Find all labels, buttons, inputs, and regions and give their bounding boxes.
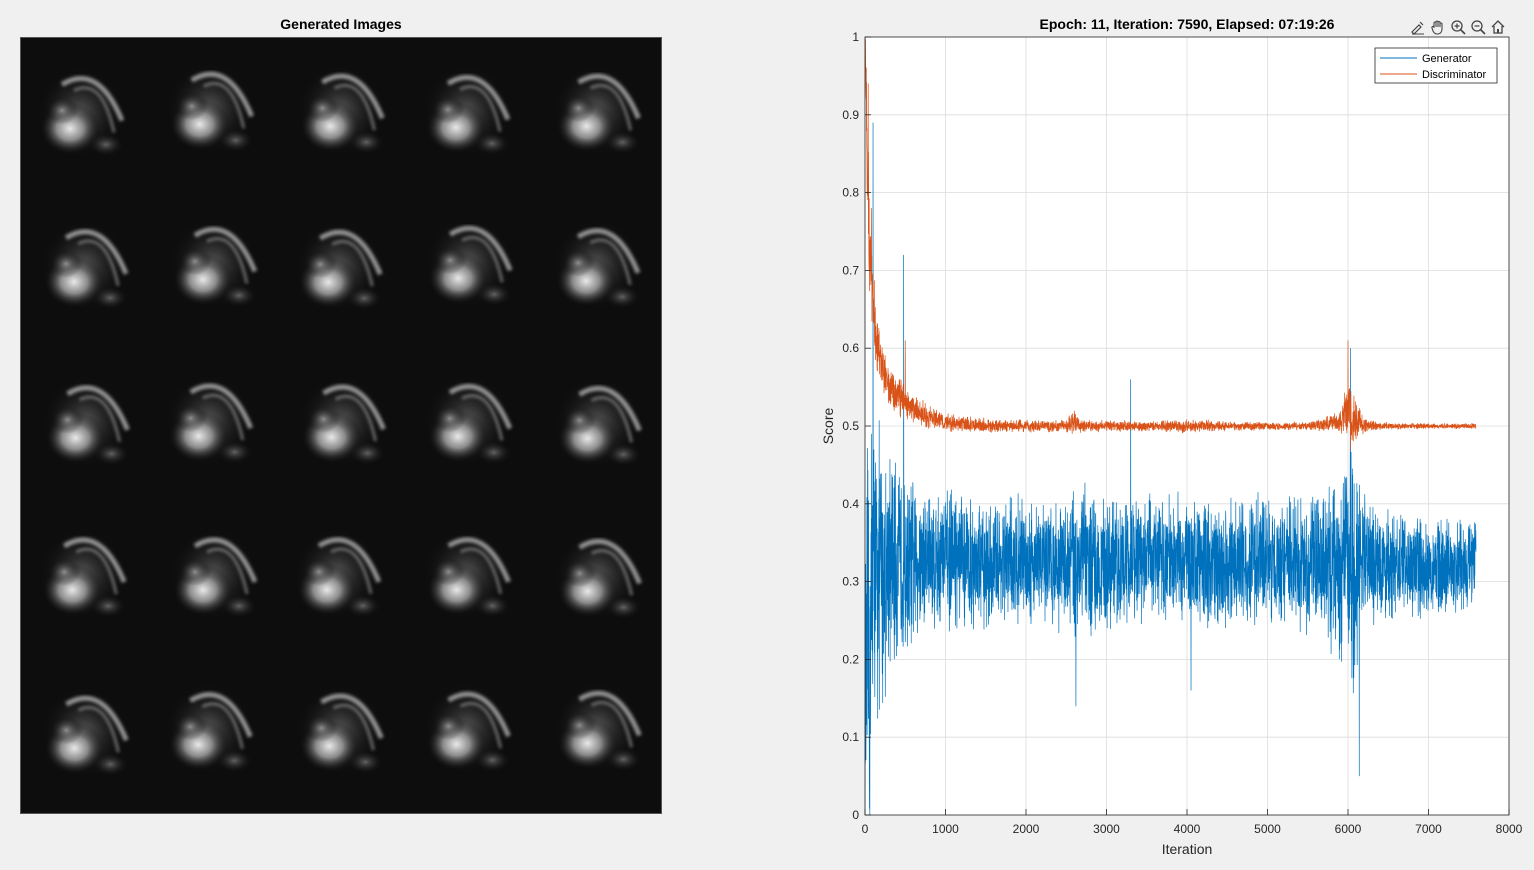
pan-hand-icon xyxy=(1430,19,1443,35)
generated-image xyxy=(277,193,405,348)
generated-image-tile xyxy=(405,348,533,503)
series-line-discriminator xyxy=(865,37,1477,450)
generated-image-tile xyxy=(149,658,277,813)
generated-image-tile xyxy=(405,38,533,193)
generated-image xyxy=(149,658,277,813)
x-tick-label: 0 xyxy=(862,822,869,836)
generated-image-tile xyxy=(405,658,533,813)
y-tick-label: 0 xyxy=(852,808,859,822)
legend[interactable]: Generator Discriminator xyxy=(1374,47,1498,84)
x-tick-label: 4000 xyxy=(1174,822,1201,836)
zoom-out-button[interactable] xyxy=(1468,17,1487,36)
legend-label: Discriminator xyxy=(1422,69,1487,81)
generated-image xyxy=(533,348,661,503)
generated-image-tile xyxy=(21,38,149,193)
generated-image xyxy=(405,193,533,348)
generated-image xyxy=(149,193,277,348)
y-tick-label: 0.1 xyxy=(842,730,859,744)
y-tick-label: 0.9 xyxy=(842,108,859,122)
generated-image xyxy=(405,348,533,503)
x-tick-label: 5000 xyxy=(1254,822,1281,836)
series-layer xyxy=(865,37,1477,815)
generated-image xyxy=(149,38,277,193)
generated-image-tile xyxy=(533,658,661,813)
y-tick-label: 0.4 xyxy=(842,497,859,511)
series-line-generator xyxy=(865,122,1477,815)
generated-image xyxy=(277,658,405,813)
axes-toolbar xyxy=(1408,17,1507,37)
generated-image-tile xyxy=(149,38,277,193)
generated-image xyxy=(21,658,149,813)
generated-image xyxy=(149,348,277,503)
generated-image xyxy=(533,193,661,348)
generated-image-tile xyxy=(149,193,277,348)
home-icon xyxy=(1491,19,1504,34)
generated-image-tile xyxy=(277,348,405,503)
generated-image-tile xyxy=(533,193,661,348)
generated-image-tile xyxy=(405,503,533,658)
generated-image-tile xyxy=(533,348,661,503)
y-tick-label: 0.8 xyxy=(842,186,859,200)
chart-title: Epoch: 11, Iteration: 7590, Elapsed: 07:… xyxy=(1039,16,1335,32)
restore-view-button[interactable] xyxy=(1488,17,1507,36)
generated-image xyxy=(21,38,149,193)
generated-image xyxy=(533,503,661,658)
generated-image-tile xyxy=(21,348,149,503)
y-tick-label: 0.7 xyxy=(842,263,859,277)
x-tick-label: 1000 xyxy=(932,822,959,836)
generated-image xyxy=(277,38,405,193)
generated-image xyxy=(533,658,661,813)
y-tick-label: 0.6 xyxy=(842,341,859,355)
zoom-in-button[interactable] xyxy=(1448,17,1467,36)
images-title: Generated Images xyxy=(280,16,402,32)
y-tick-label: 0.3 xyxy=(842,575,859,589)
generated-image-tile xyxy=(277,38,405,193)
generated-image-tile xyxy=(149,348,277,503)
legend-box xyxy=(1374,47,1498,84)
generated-image xyxy=(405,38,533,193)
generated-image-tile xyxy=(533,38,661,193)
generated-images-grid xyxy=(20,37,662,814)
y-tick-label: 0.5 xyxy=(842,419,859,433)
generated-image xyxy=(21,348,149,503)
generated-image xyxy=(533,38,661,193)
generated-image-tile xyxy=(405,193,533,348)
y-tick-label: 1 xyxy=(852,30,859,44)
generated-image-tile xyxy=(277,503,405,658)
generated-image xyxy=(277,348,405,503)
x-tick-label: 2000 xyxy=(1013,822,1040,836)
y-axis-label: Score xyxy=(820,408,836,445)
x-tick-label: 6000 xyxy=(1335,822,1362,836)
x-axis-label: Iteration xyxy=(1162,841,1213,857)
generated-image xyxy=(149,503,277,658)
generated-image xyxy=(405,658,533,813)
x-tick-label: 7000 xyxy=(1415,822,1442,836)
generated-image xyxy=(277,503,405,658)
legend-label: Generator xyxy=(1422,53,1472,65)
generated-image-tile xyxy=(21,193,149,348)
y-tick-label: 0.2 xyxy=(842,652,859,666)
generated-image-tile xyxy=(533,503,661,658)
brush-icon xyxy=(1410,21,1424,35)
zoom-in-icon xyxy=(1450,19,1466,35)
generated-image xyxy=(21,503,149,658)
generated-image-tile xyxy=(21,658,149,813)
generated-image xyxy=(405,503,533,658)
generated-image-tile xyxy=(277,658,405,813)
generated-image xyxy=(21,193,149,348)
ticks: 0 1000 2000 3000 4000 5000 6000 7000 8000 0 0.1 0.2… xyxy=(842,30,1522,836)
brush-button[interactable] xyxy=(1408,17,1427,36)
pan-button[interactable] xyxy=(1428,17,1447,36)
generated-image-tile xyxy=(21,503,149,658)
x-tick-label: 3000 xyxy=(1093,822,1120,836)
zoom-out-icon xyxy=(1470,19,1486,35)
x-tick-label: 8000 xyxy=(1496,822,1523,836)
generated-image-tile xyxy=(149,503,277,658)
generated-image-tile xyxy=(277,193,405,348)
